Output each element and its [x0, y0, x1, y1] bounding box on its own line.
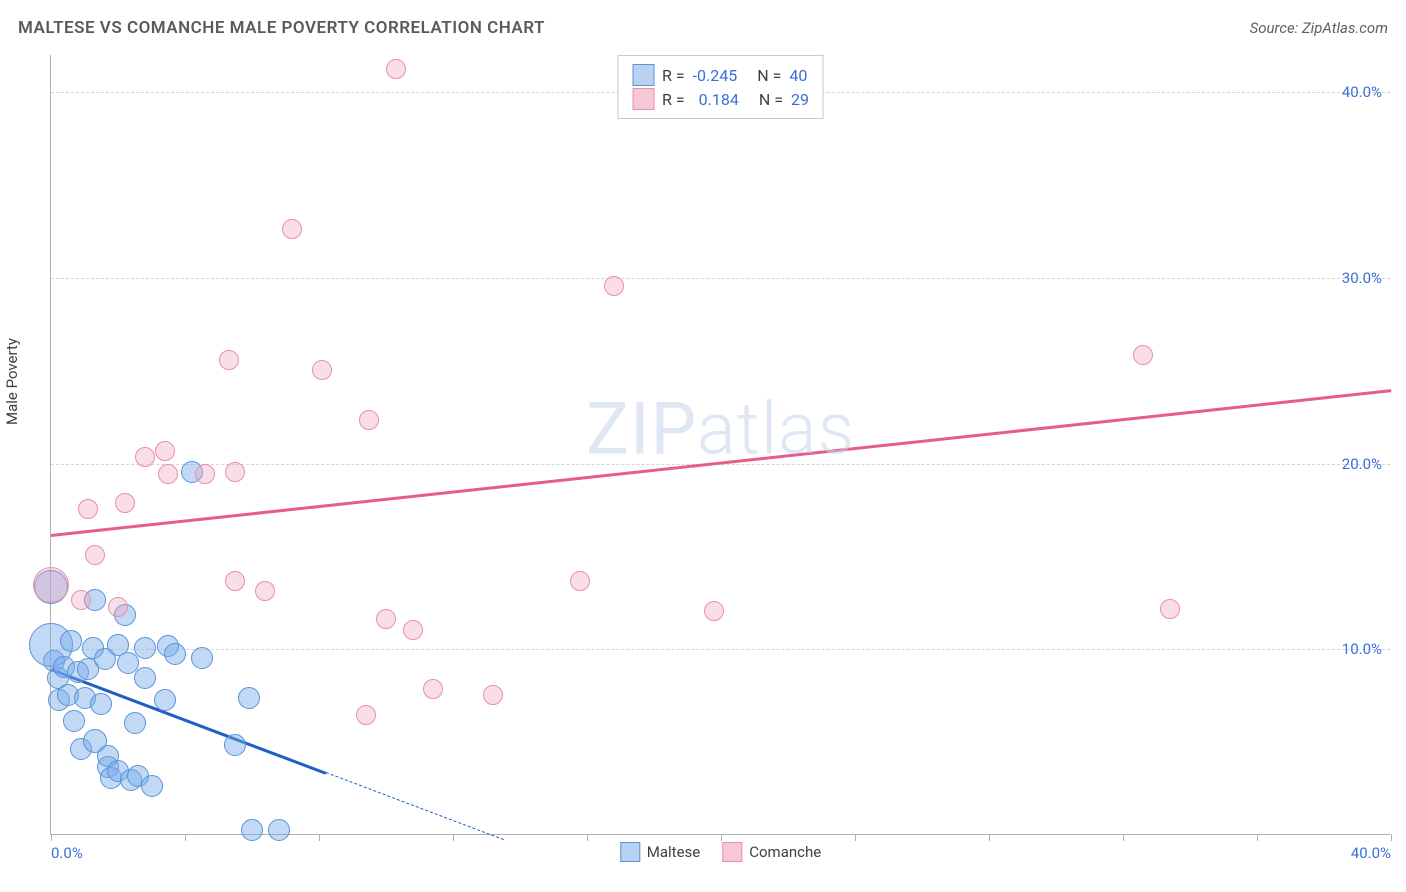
legend-swatch-icon — [722, 842, 742, 862]
x-tick — [1391, 834, 1392, 841]
x-tick — [855, 834, 856, 841]
correlation-legend: R = -0.245 N = 40 R = 0.184 N = 29 — [617, 55, 824, 119]
gridline — [51, 649, 1390, 650]
trend-line — [326, 772, 504, 840]
data-point — [483, 685, 503, 705]
legend-row-maltese: R = -0.245 N = 40 — [632, 64, 809, 86]
data-point — [403, 620, 423, 640]
legend-swatch-maltese — [632, 64, 654, 86]
data-point — [241, 819, 263, 841]
legend-swatch-icon — [620, 842, 640, 862]
legend-row-comanche: R = 0.184 N = 29 — [632, 88, 809, 110]
x-tick — [185, 834, 186, 841]
x-tick — [1257, 834, 1258, 841]
gridline — [51, 278, 1390, 279]
scatter-plot-area: ZIPatlas R = -0.245 N = 40 R = 0.184 N =… — [50, 55, 1390, 835]
data-point — [376, 609, 396, 629]
legend-swatch-comanche — [632, 88, 654, 110]
x-tick — [319, 834, 320, 841]
y-tick-label: 10.0% — [1342, 640, 1382, 658]
data-point — [255, 581, 275, 601]
data-point — [195, 464, 215, 484]
trend-line — [51, 668, 327, 774]
chart-title: MALTESE VS COMANCHE MALE POVERTY CORRELA… — [18, 18, 545, 38]
data-point — [90, 693, 112, 715]
x-tick-label: 40.0% — [1351, 844, 1391, 862]
data-point — [1133, 345, 1153, 365]
data-point — [1160, 599, 1180, 619]
x-tick — [453, 834, 454, 841]
x-tick — [587, 834, 588, 841]
data-point — [115, 493, 135, 513]
data-point — [704, 601, 724, 621]
x-tick — [1123, 834, 1124, 841]
y-tick-label: 40.0% — [1342, 83, 1382, 101]
data-point — [219, 350, 239, 370]
data-point — [78, 499, 98, 519]
data-point — [423, 679, 443, 699]
data-point — [386, 59, 406, 79]
x-tick — [51, 834, 52, 841]
data-point — [60, 630, 82, 652]
y-tick-label: 20.0% — [1342, 455, 1382, 473]
data-point — [238, 687, 260, 709]
data-point — [85, 545, 105, 565]
legend-item-maltese: Maltese — [620, 842, 700, 862]
data-point — [225, 571, 245, 591]
data-point — [134, 667, 156, 689]
data-point — [124, 712, 146, 734]
data-point — [63, 710, 85, 732]
data-point — [33, 567, 69, 603]
data-point — [158, 464, 178, 484]
x-tick — [989, 834, 990, 841]
data-point — [141, 775, 163, 797]
data-point — [71, 590, 91, 610]
data-point — [570, 571, 590, 591]
data-point — [359, 410, 379, 430]
x-tick-label: 0.0% — [51, 844, 83, 862]
watermark: ZIPatlas — [586, 386, 855, 471]
data-point — [604, 276, 624, 296]
legend-item-comanche: Comanche — [722, 842, 821, 862]
data-point — [225, 462, 245, 482]
y-tick-label: 30.0% — [1342, 269, 1382, 287]
y-axis-label: Male Poverty — [3, 338, 21, 425]
data-point — [134, 637, 156, 659]
data-point — [108, 597, 128, 617]
data-point — [224, 734, 246, 756]
data-point — [135, 447, 155, 467]
x-tick — [721, 834, 722, 841]
source-attribution: Source: ZipAtlas.com — [1250, 19, 1388, 37]
data-point — [356, 705, 376, 725]
data-point — [282, 219, 302, 239]
series-legend: Maltese Comanche — [620, 842, 821, 862]
data-point — [268, 819, 290, 841]
data-point — [154, 689, 176, 711]
data-point — [164, 643, 186, 665]
data-point — [312, 360, 332, 380]
data-point — [191, 647, 213, 669]
data-point — [155, 441, 175, 461]
